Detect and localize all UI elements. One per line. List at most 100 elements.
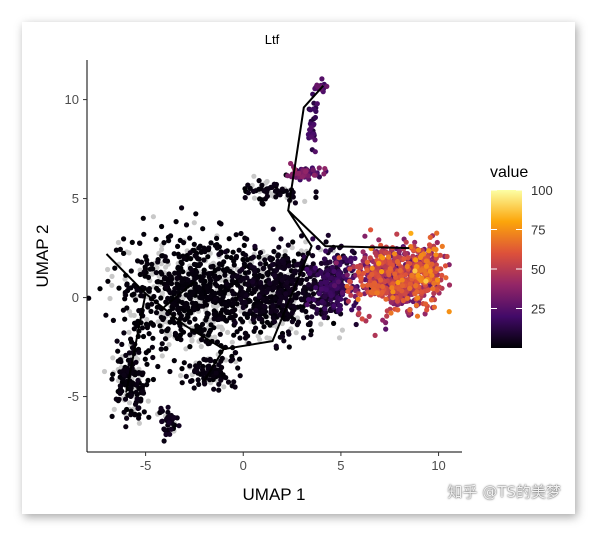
cell-point [229, 274, 235, 280]
cell-point [207, 293, 213, 299]
cell-point [112, 265, 118, 271]
cell-point [150, 354, 156, 361]
cell-point [150, 376, 156, 383]
cell-point [344, 283, 350, 289]
cell-point [117, 246, 123, 252]
cell-point-unexpressed [178, 373, 184, 379]
cell-point [285, 255, 291, 261]
cell-point-unexpressed [251, 173, 257, 179]
cell-point [279, 277, 285, 283]
cell-point [270, 226, 276, 232]
cell-point-unexpressed [339, 327, 345, 333]
cell-point [399, 288, 405, 294]
cell-point [415, 247, 422, 253]
cell-point [233, 232, 239, 238]
cell-point [309, 314, 315, 320]
cell-point [122, 396, 129, 402]
cell-point [135, 258, 141, 264]
cell-point [177, 323, 183, 329]
cell-point [200, 273, 206, 279]
cell-point [163, 346, 169, 352]
cell-point-unexpressed [137, 267, 143, 273]
cell-point [132, 412, 138, 418]
cell-point [224, 254, 230, 260]
cell-point [285, 173, 291, 179]
cell-point [153, 236, 159, 242]
cell-point [222, 272, 228, 278]
cell-point [166, 420, 172, 426]
cell-point [165, 295, 171, 301]
cell-point [383, 296, 389, 302]
cell-point [308, 134, 314, 140]
cell-point [252, 243, 258, 249]
cell-point [279, 258, 285, 264]
cell-point [288, 160, 294, 167]
cell-point [172, 286, 178, 292]
cell-point [244, 236, 250, 242]
cell-point [228, 358, 234, 364]
y-tick-label: 10 [65, 92, 79, 107]
cell-point-unexpressed [191, 220, 197, 226]
cell-point [423, 301, 429, 307]
cell-point [264, 270, 270, 276]
cell-point [185, 277, 191, 283]
cell-point-unexpressed [183, 346, 189, 352]
cell-point [351, 303, 357, 309]
trajectory [105, 85, 410, 393]
cell-point [113, 247, 119, 253]
cell-point [192, 253, 198, 259]
cell-point [168, 281, 175, 287]
cell-point [310, 236, 316, 242]
cell-point [360, 249, 366, 255]
cell-point [186, 294, 192, 300]
cell-point-unexpressed [264, 335, 270, 341]
cell-point [124, 305, 130, 311]
cell-point [325, 232, 331, 238]
cell-point [240, 319, 246, 325]
cell-point [168, 426, 174, 432]
cell-point [306, 297, 312, 303]
cell-point [205, 311, 211, 317]
cell-point [323, 310, 329, 316]
cell-point [318, 286, 324, 292]
cell-point [154, 279, 160, 285]
cell-point [260, 266, 266, 272]
cell-point [423, 271, 429, 277]
cell-point [115, 348, 121, 354]
cell-point [140, 383, 146, 389]
plot-title: Ltf [265, 32, 280, 47]
cell-point [109, 376, 115, 382]
cell-point [409, 272, 415, 278]
cell-point [347, 278, 353, 284]
cell-point [264, 193, 270, 199]
cell-point [179, 205, 185, 211]
x-tick-label: 5 [337, 458, 344, 473]
cell-point [162, 275, 168, 281]
cell-point [158, 295, 164, 301]
cell-point-unexpressed [107, 295, 113, 302]
cell-point [188, 378, 194, 384]
cell-point [271, 319, 278, 325]
cell-point [380, 317, 386, 323]
cell-point [237, 373, 243, 379]
cell-point [279, 186, 285, 192]
cell-point [172, 270, 178, 276]
cell-point [286, 263, 292, 269]
cell-point [179, 260, 185, 267]
cell-point [345, 298, 351, 304]
cell-point [216, 381, 222, 387]
cell-point [369, 265, 375, 271]
cell-point [240, 304, 246, 311]
cell-point [337, 306, 344, 312]
cell-point [136, 370, 142, 376]
cell-point [135, 405, 141, 411]
cell-point [257, 250, 264, 256]
cell-point [344, 272, 350, 278]
cell-point [300, 290, 306, 296]
cell-point [247, 308, 253, 314]
cell-point [357, 292, 363, 298]
cell-point [335, 279, 341, 285]
cell-point [128, 412, 134, 418]
cell-point-unexpressed [109, 273, 115, 279]
y-axis-title: UMAP 2 [33, 225, 52, 288]
